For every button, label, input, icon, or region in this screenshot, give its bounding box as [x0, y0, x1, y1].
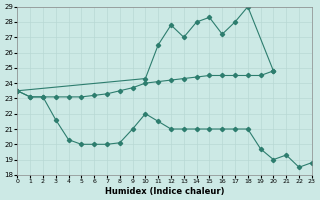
X-axis label: Humidex (Indice chaleur): Humidex (Indice chaleur)	[105, 187, 224, 196]
